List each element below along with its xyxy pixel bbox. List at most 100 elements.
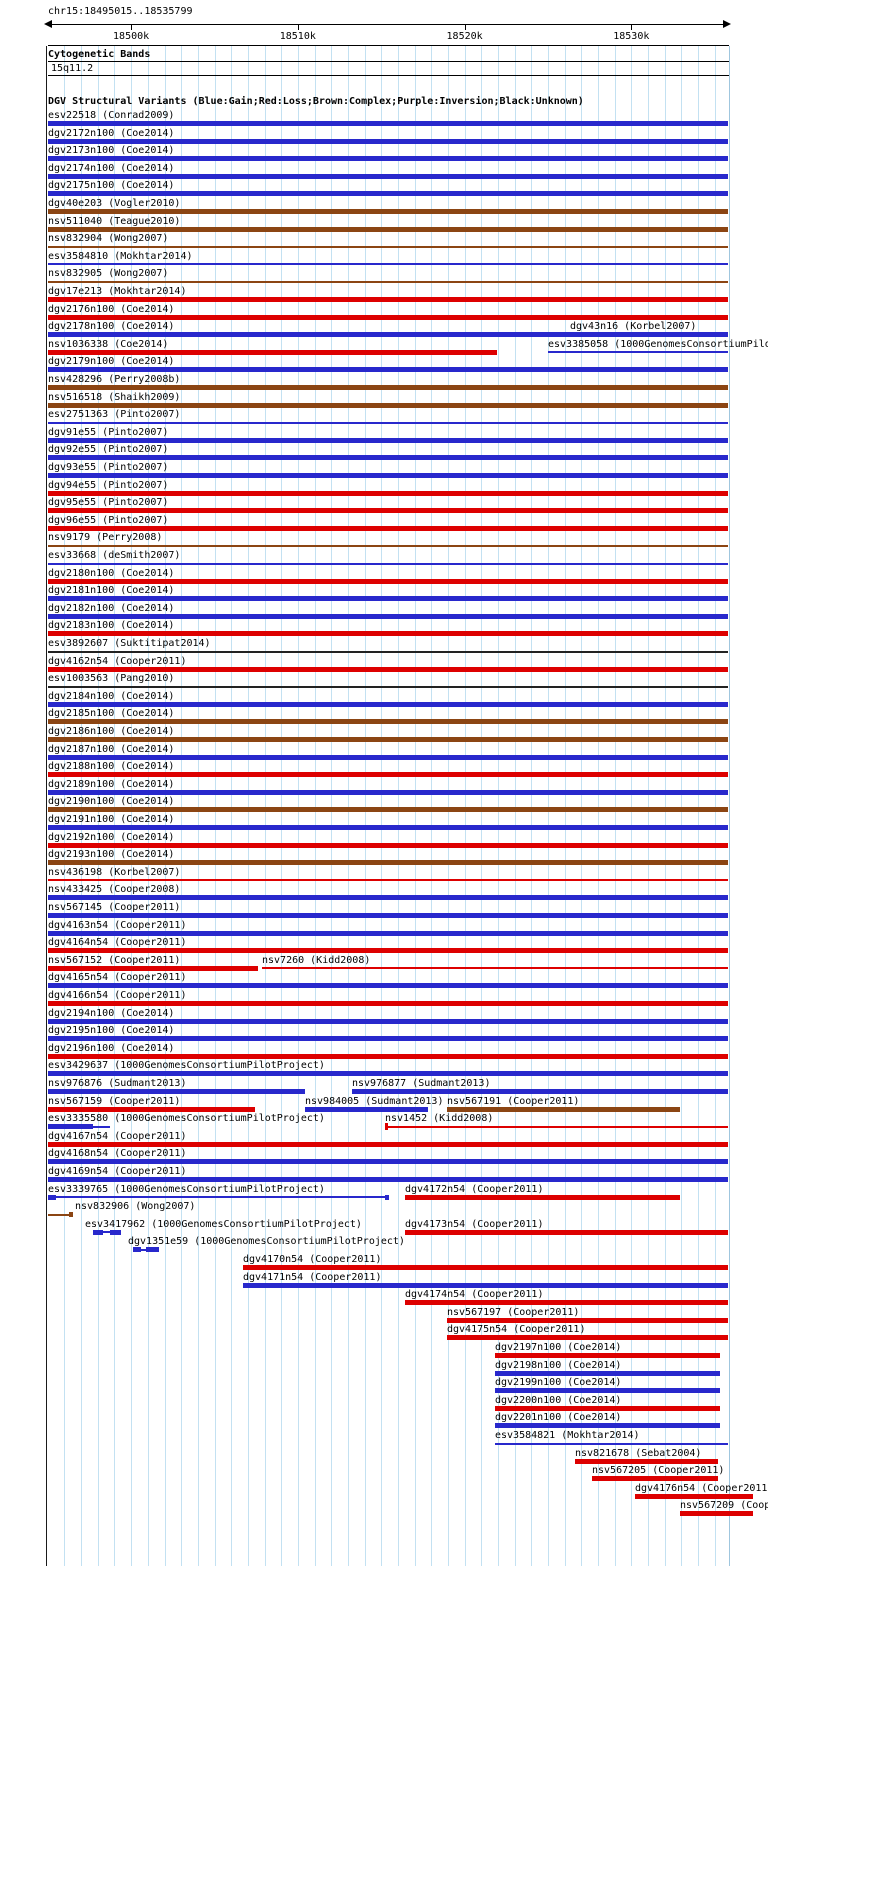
variant-bar[interactable] <box>48 719 728 725</box>
variant-label[interactable]: dgv2198n100 (Coe2014) <box>495 1359 622 1371</box>
variant-bar[interactable] <box>447 1106 680 1112</box>
variant-label[interactable]: nsv7260 (Kidd2008) <box>262 954 371 966</box>
variant-label[interactable]: dgv2199n100 (Coe2014) <box>495 1377 622 1389</box>
variant-bar[interactable] <box>141 1248 146 1251</box>
variant-bar[interactable] <box>48 930 728 936</box>
variant-label[interactable]: dgv4171n54 (Cooper2011) <box>243 1271 382 1283</box>
variant-label[interactable]: nsv832906 (Wong2007) <box>75 1201 196 1213</box>
variant-bar[interactable] <box>447 1335 728 1341</box>
variant-bar[interactable] <box>495 1442 728 1445</box>
variant-bar[interactable] <box>48 455 728 461</box>
variant-bar[interactable] <box>447 1317 728 1323</box>
variant-bar[interactable] <box>243 1265 728 1270</box>
variant-label[interactable]: dgv4164n54 (Cooper2011) <box>48 937 187 949</box>
variant-bar[interactable] <box>592 1476 718 1482</box>
variant-bar[interactable] <box>56 1196 385 1199</box>
variant-bar[interactable] <box>48 156 728 162</box>
variant-label[interactable]: dgv92e55 (Pinto2007) <box>48 444 169 456</box>
variant-label[interactable]: dgv2173n100 (Coe2014) <box>48 145 175 157</box>
variant-label[interactable]: dgv2201n100 (Coe2014) <box>495 1412 622 1424</box>
variant-bar[interactable] <box>48 1159 728 1165</box>
variant-label[interactable]: esv22518 (Conrad2009) <box>48 110 175 121</box>
variant-label[interactable]: nsv511040 (Teague2010) <box>48 215 181 227</box>
variant-bar[interactable] <box>48 1071 728 1077</box>
variant-label[interactable]: dgv2187n100 (Coe2014) <box>48 743 175 755</box>
variant-bar[interactable] <box>548 351 728 354</box>
variant-label[interactable]: dgv43n16 (Korbel2007) <box>570 321 697 333</box>
variant-bar[interactable] <box>48 121 728 126</box>
variant-bar[interactable] <box>48 1141 728 1147</box>
variant-bar[interactable] <box>48 508 728 514</box>
variant-label[interactable]: nsv516518 (Shaikh2009) <box>48 391 181 403</box>
variant-bar[interactable] <box>352 1089 728 1094</box>
variant-bar[interactable] <box>48 789 728 795</box>
variant-label[interactable]: dgv4166n54 (Cooper2011) <box>48 990 187 1001</box>
variant-bar[interactable] <box>48 842 728 848</box>
variant-bar[interactable] <box>48 578 728 584</box>
variant-label[interactable]: dgv2174n100 (Coe2014) <box>48 162 175 174</box>
variant-bar[interactable] <box>48 983 728 989</box>
variant-label[interactable]: nsv9179 (Perry2008) <box>48 532 163 544</box>
variant-label[interactable]: esv2751363 (Pinto2007) <box>48 409 181 421</box>
variant-bar[interactable] <box>48 631 728 637</box>
variant-label[interactable]: dgv2184n100 (Coe2014) <box>48 690 175 702</box>
variant-bar[interactable] <box>48 948 728 954</box>
variant-bar[interactable] <box>48 1194 56 1200</box>
variant-label[interactable]: nsv433425 (Cooper2008) <box>48 884 181 896</box>
variant-bar[interactable] <box>48 1053 728 1059</box>
variant-label[interactable]: dgv4170n54 (Cooper2011) <box>243 1254 382 1265</box>
variant-label[interactable]: esv3584810 (Mokhtar2014) <box>48 250 193 262</box>
variant-bar[interactable] <box>48 245 728 248</box>
variant-label[interactable]: esv3417962 (1000GenomesConsortiumPilotPr… <box>85 1218 362 1230</box>
variant-bar[interactable] <box>405 1229 728 1235</box>
variant-label[interactable]: esv3429637 (1000GenomesConsortiumPilotPr… <box>48 1060 325 1072</box>
variant-label[interactable]: dgv2179n100 (Coe2014) <box>48 356 175 368</box>
variant-label[interactable]: dgv2189n100 (Coe2014) <box>48 778 175 790</box>
variant-bar[interactable] <box>48 297 728 302</box>
variant-bar[interactable] <box>48 385 728 390</box>
variant-label[interactable]: nsv984005 (Sudmant2013) <box>305 1095 444 1107</box>
variant-bar[interactable] <box>495 1388 720 1394</box>
variant-bar[interactable] <box>48 1213 69 1216</box>
variant-label[interactable]: nsv567197 (Cooper2011) <box>447 1306 580 1318</box>
variant-bar[interactable] <box>48 613 728 619</box>
variant-bar[interactable] <box>110 1229 121 1235</box>
variant-label[interactable]: dgv2172n100 (Coe2014) <box>48 127 175 139</box>
variant-bar[interactable] <box>48 226 728 232</box>
variant-label[interactable]: nsv567209 (Cooper2011) <box>680 1500 768 1512</box>
variant-label[interactable]: dgv91e55 (Pinto2007) <box>48 426 169 438</box>
variant-bar[interactable] <box>146 1247 159 1253</box>
variant-label[interactable]: nsv567152 (Cooper2011) <box>48 954 181 966</box>
variant-bar[interactable] <box>48 349 497 355</box>
variant-label[interactable]: dgv4172n54 (Cooper2011) <box>405 1183 544 1195</box>
variant-label[interactable]: nsv567145 (Cooper2011) <box>48 902 181 913</box>
variant-bar[interactable] <box>93 1125 110 1128</box>
variant-label[interactable]: nsv436198 (Korbel2007) <box>48 866 181 878</box>
variant-bar[interactable] <box>48 332 728 338</box>
variant-bar[interactable] <box>385 1194 389 1200</box>
variant-label[interactable]: esv3892607 (Suktitipat2014) <box>48 638 211 649</box>
variant-label[interactable]: dgv4165n54 (Cooper2011) <box>48 972 187 984</box>
variant-bar[interactable] <box>48 666 728 672</box>
variant-label[interactable]: dgv2200n100 (Coe2014) <box>495 1394 622 1406</box>
variant-label[interactable]: nsv567191 (Cooper2011) <box>447 1095 580 1107</box>
variant-bar[interactable] <box>48 1124 93 1130</box>
variant-label[interactable]: nsv428296 (Perry2008b) <box>48 374 181 385</box>
variant-label[interactable]: dgv2197n100 (Coe2014) <box>495 1342 622 1353</box>
variant-bar[interactable] <box>48 314 728 320</box>
variant-bar[interactable] <box>243 1282 728 1288</box>
variant-label[interactable]: dgv4176n54 (Cooper2011) <box>635 1482 768 1494</box>
variant-bar[interactable] <box>48 879 728 882</box>
variant-bar[interactable] <box>48 473 728 478</box>
variant-bar[interactable] <box>48 1089 305 1094</box>
variant-label[interactable]: nsv1452 (Kidd2008) <box>385 1113 494 1125</box>
variant-label[interactable]: nsv976877 (Sudmant2013) <box>352 1078 491 1089</box>
variant-bar[interactable] <box>133 1247 141 1253</box>
variant-bar[interactable] <box>48 263 728 266</box>
variant-label[interactable]: dgv4167n54 (Cooper2011) <box>48 1130 187 1142</box>
variant-bar[interactable] <box>48 138 728 144</box>
variant-bar[interactable] <box>48 825 728 830</box>
variant-bar[interactable] <box>48 209 728 214</box>
variant-label[interactable]: dgv2196n100 (Coe2014) <box>48 1042 175 1054</box>
variant-bar[interactable] <box>570 332 728 338</box>
